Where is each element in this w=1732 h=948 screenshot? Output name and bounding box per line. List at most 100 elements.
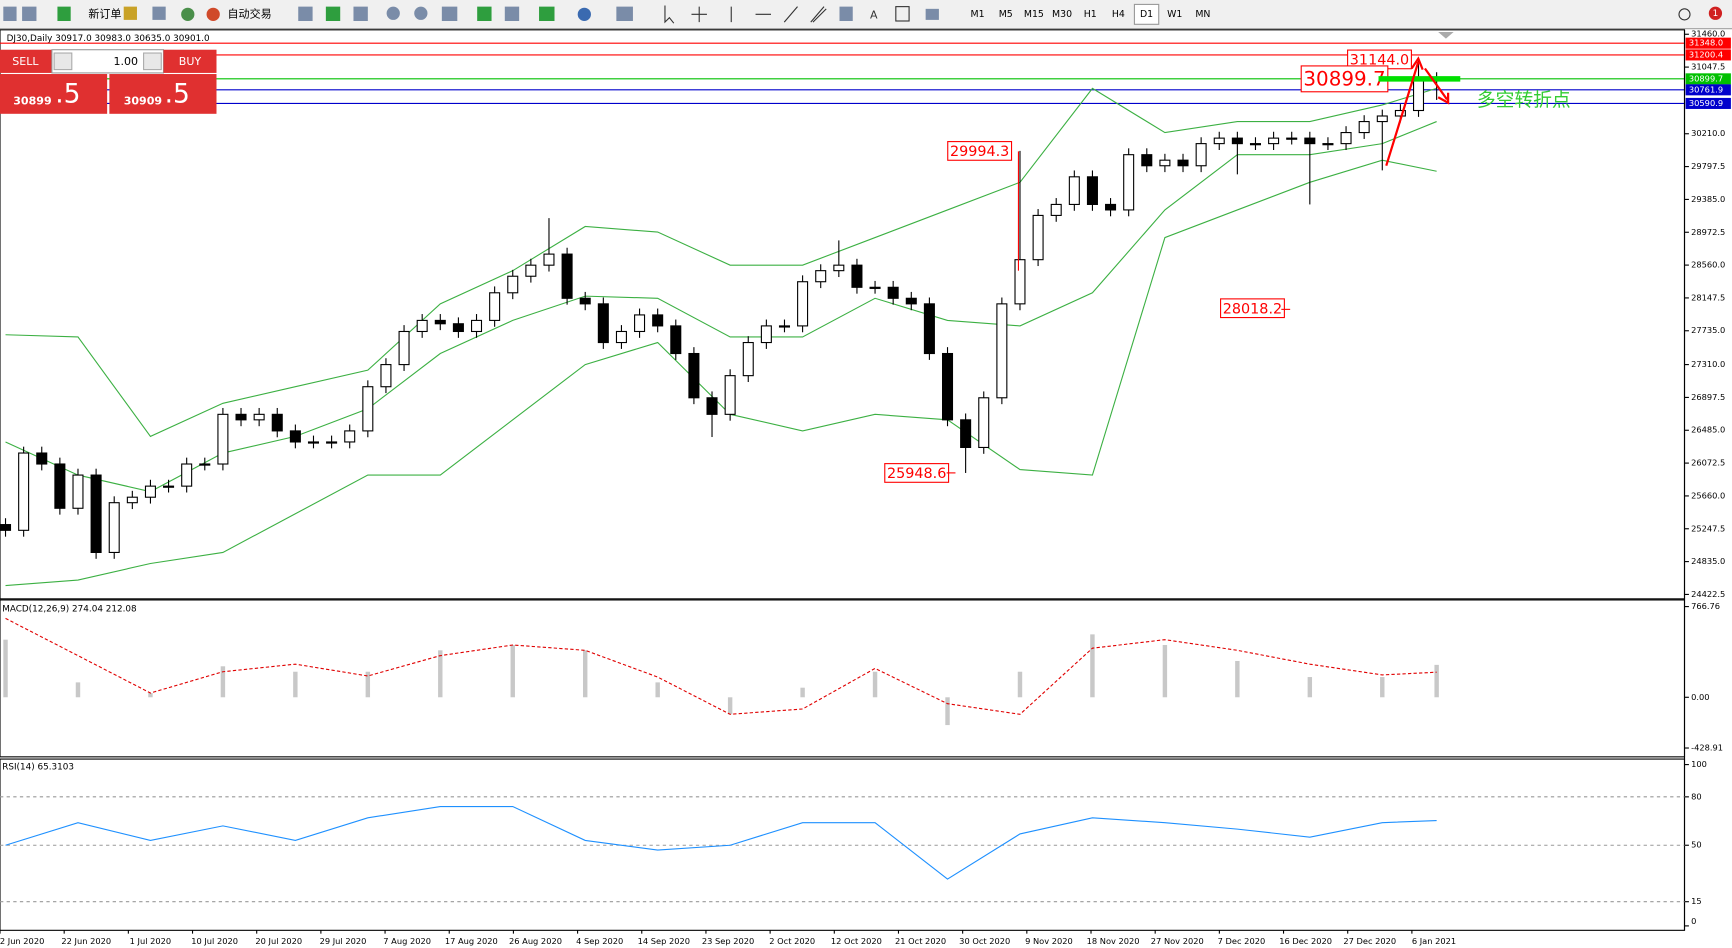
icon[interactable] <box>57 6 71 21</box>
candle-body <box>960 419 972 449</box>
candle-body <box>887 286 899 299</box>
bid-fraction[interactable]: .5 <box>55 79 80 110</box>
icon[interactable] <box>22 6 37 21</box>
candle-body <box>869 286 881 289</box>
icon[interactable] <box>3 6 17 21</box>
timeframe-button[interactable]: M1 <box>971 9 985 20</box>
icon[interactable] <box>477 6 492 21</box>
toolbar-bg <box>0 0 1732 29</box>
annotation-label: 29994.3 <box>950 144 1009 160</box>
lot-value[interactable]: 1.00 <box>114 55 139 68</box>
macd-bar <box>872 671 878 698</box>
candle-body <box>1105 203 1117 211</box>
price-box-label: 31348.0 <box>1689 38 1723 48</box>
macd-bar <box>1017 671 1023 698</box>
timeframe-button[interactable]: H1 <box>1084 9 1097 20</box>
timeframe-button[interactable]: D1 <box>1140 9 1153 20</box>
candle-body <box>362 386 374 432</box>
candle-body <box>597 303 609 344</box>
candle-body <box>1032 214 1044 261</box>
rsi-label: RSI(14) 65.3103 <box>2 762 74 772</box>
candle-body <box>1195 143 1207 167</box>
timeframe-button[interactable]: M15 <box>1024 9 1044 20</box>
y-tick-label: 28147.5 <box>1691 292 1725 302</box>
icon[interactable] <box>925 8 939 20</box>
timeframe-button[interactable]: MN <box>1195 9 1210 20</box>
icon[interactable] <box>810 6 827 23</box>
icon[interactable] <box>616 6 633 21</box>
annotation-box <box>1300 65 1389 93</box>
notification-badge[interactable] <box>1708 6 1723 20</box>
icon[interactable] <box>123 6 137 20</box>
candle-body <box>543 253 555 266</box>
icon[interactable] <box>206 7 220 21</box>
candle-body <box>652 314 664 327</box>
candle-body <box>815 270 827 283</box>
macd-bar <box>583 650 588 698</box>
candle-body <box>724 375 736 415</box>
x-tick-label: 10 Jul 2020 <box>191 936 238 946</box>
notification-count: 1 <box>1713 9 1719 19</box>
icon[interactable] <box>181 7 195 21</box>
new-order-button[interactable]: 新订单 <box>88 6 121 20</box>
lot-up[interactable] <box>143 52 162 71</box>
icon[interactable] <box>152 6 166 20</box>
candle-body <box>1050 203 1062 216</box>
icon[interactable] <box>664 5 675 24</box>
ask-price[interactable]: 30909 <box>124 95 162 108</box>
timeframe-button[interactable]: M30 <box>1052 9 1072 20</box>
buy-label[interactable]: BUY <box>179 55 202 68</box>
icon[interactable] <box>839 6 853 21</box>
price-box-label: 30590.9 <box>1689 98 1723 108</box>
icon[interactable] <box>325 6 341 21</box>
x-tick-label: 14 Sep 2020 <box>638 936 690 946</box>
x-tick-label: 23 Sep 2020 <box>702 936 754 946</box>
icon[interactable] <box>414 6 428 20</box>
rsi-tick-label: 80 <box>1691 791 1702 801</box>
auto-trading-button[interactable]: 自动交易 <box>228 6 272 20</box>
icon[interactable] <box>730 6 798 23</box>
macd-bar <box>3 639 8 698</box>
icon[interactable] <box>298 6 313 21</box>
candle-body <box>561 253 573 299</box>
icon[interactable] <box>386 6 400 20</box>
y-tick-label: 31047.5 <box>1691 62 1725 72</box>
icon[interactable] <box>504 6 520 21</box>
icon[interactable] <box>441 6 458 21</box>
ask-fraction[interactable]: .5 <box>165 79 190 110</box>
icon[interactable] <box>691 6 707 23</box>
trend-arrow <box>1424 67 1450 105</box>
timeframe-button[interactable]: H4 <box>1112 9 1125 20</box>
candle-body <box>833 264 845 272</box>
x-tick-label: 20 Jul 2020 <box>255 936 302 946</box>
candle-body <box>470 319 483 333</box>
trade-panel: SELL 1.00 BUY 30899 .5 30909 .5 <box>0 49 217 114</box>
lot-down[interactable] <box>53 52 73 71</box>
candle-body <box>1358 121 1370 134</box>
x-tick-label: 30 Oct 2020 <box>959 936 1010 946</box>
ask-box[interactable] <box>109 74 217 114</box>
y-tick-label: 27735.0 <box>1691 325 1725 335</box>
active-timeframe <box>1133 3 1160 25</box>
macd-bar <box>148 693 153 698</box>
bid-box[interactable] <box>0 74 108 114</box>
candle-body <box>1412 78 1425 112</box>
bid-price[interactable]: 30899 <box>13 95 51 108</box>
macd-tick-label: -428.91 <box>1691 743 1723 753</box>
search-icon[interactable] <box>1678 8 1691 21</box>
icon[interactable] <box>539 6 555 21</box>
timeframe-button[interactable]: W1 <box>1167 9 1182 20</box>
macd-bar <box>1235 660 1240 698</box>
icon[interactable] <box>353 6 368 21</box>
buy-button[interactable] <box>163 49 217 73</box>
icon[interactable] <box>577 7 591 21</box>
sell-label[interactable]: SELL <box>12 55 39 68</box>
x-tick-label: 27 Dec 2020 <box>1343 936 1396 946</box>
x-tick-label: 7 Aug 2020 <box>383 936 431 946</box>
timeframe-button[interactable]: M5 <box>999 9 1013 20</box>
icon[interactable] <box>895 6 910 22</box>
icon[interactable]: A <box>870 8 878 21</box>
macd-bar <box>800 687 805 698</box>
sell-button[interactable] <box>0 49 52 73</box>
